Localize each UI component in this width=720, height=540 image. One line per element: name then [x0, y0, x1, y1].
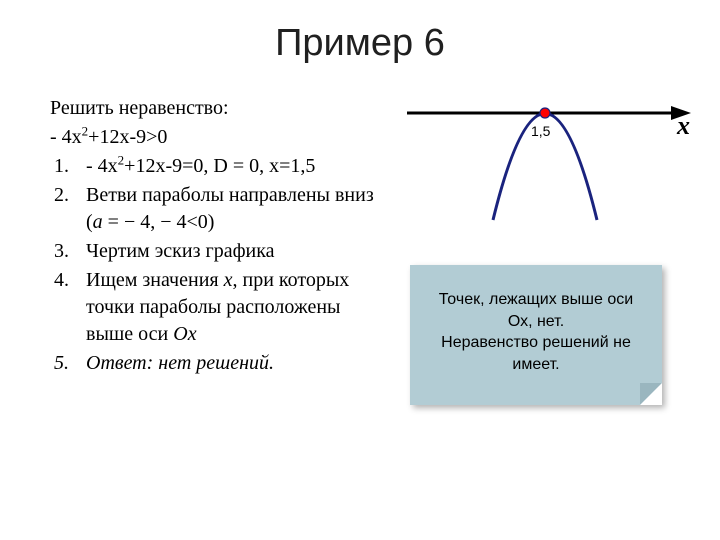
intro-text: Решить неравенство: — [50, 95, 385, 122]
ineq-pre: - 4х — [50, 126, 82, 148]
note-line2: Неравенство решений не имеет. — [428, 332, 644, 375]
step4: Ищем значения х, при которых точки параб… — [74, 267, 385, 348]
graph-svg — [395, 95, 695, 255]
step1-rest: +12х-9=0, D = 0, х=1,5 — [124, 155, 315, 177]
step4-ox: Ох — [173, 323, 196, 345]
step2-eq: = − 4, − 4<0) — [103, 211, 215, 233]
step2: Ветви параболы направлены вниз (а = − 4,… — [74, 182, 385, 236]
ineq-mid: +12х-9>0 — [88, 126, 167, 148]
steps-list: - 4х2+12х-9=0, D = 0, х=1,5 Ветви парабо… — [74, 153, 385, 377]
note-fold — [640, 383, 662, 405]
left-column: Решить неравенство: - 4х2+12х-9>0 - 4х2+… — [30, 95, 385, 379]
vertex-point — [540, 108, 550, 118]
step1-pre: - 4х — [86, 155, 118, 177]
step5: Ответ: нет решений. — [74, 350, 385, 377]
step4-x: х — [224, 269, 233, 291]
step3: Чертим эскиз графика — [74, 238, 385, 265]
note-line1: Точек, лежащих выше оси Ох, нет. — [428, 289, 644, 332]
note-box: Точек, лежащих выше оси Ох, нет. Неравен… — [410, 265, 662, 405]
content-row: Решить неравенство: - 4х2+12х-9>0 - 4х2+… — [0, 65, 720, 379]
right-column: 1,5 x Точек, лежащих выше оси Ох, нет. Н… — [385, 95, 690, 379]
x-axis-label: x — [677, 111, 690, 141]
page-title: Пример 6 — [0, 0, 720, 65]
inequality: - 4х2+12х-9>0 — [50, 124, 385, 151]
graph-area: 1,5 x — [395, 95, 695, 255]
step4-pre: Ищем значения — [86, 269, 224, 291]
vertex-label: 1,5 — [531, 123, 550, 139]
step1: - 4х2+12х-9=0, D = 0, х=1,5 — [74, 153, 385, 180]
step2-a: а — [93, 211, 103, 233]
